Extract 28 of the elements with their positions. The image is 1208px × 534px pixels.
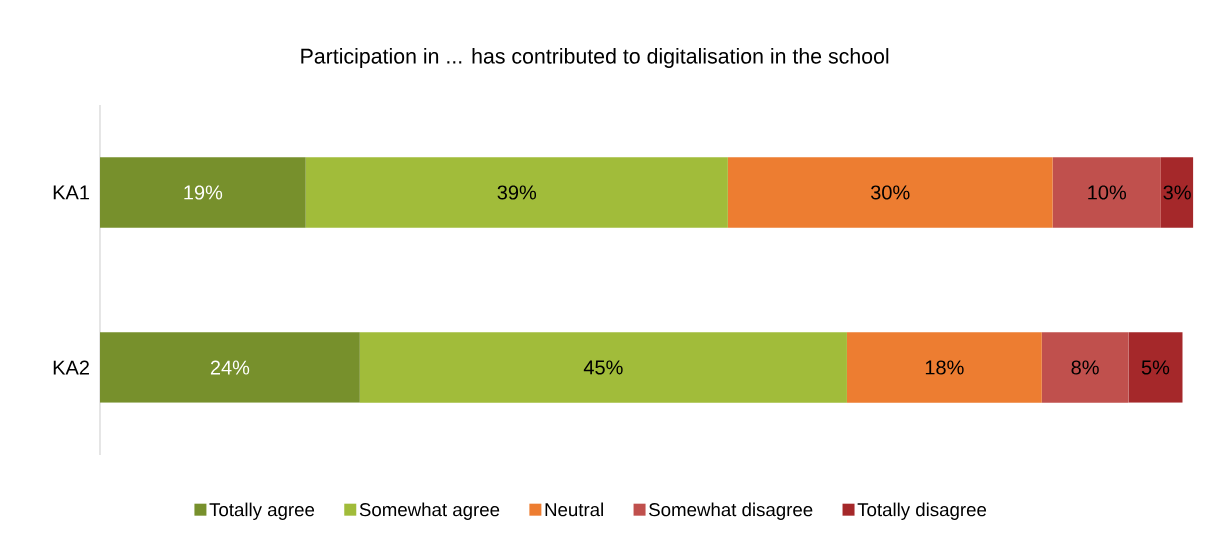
data-label: 8% — [1071, 360, 1099, 375]
legend-label: Totally agree — [209, 502, 315, 520]
data-label: 24% — [210, 360, 250, 375]
data-label: 5% — [1141, 360, 1170, 375]
data-label: 19% — [184, 185, 223, 200]
bar — [1128, 332, 1183, 403]
data-label: 39% — [497, 185, 537, 200]
bar — [305, 157, 728, 228]
legend-label: Totally disagree — [857, 502, 987, 520]
bar — [846, 332, 1042, 403]
legend-label: Somewhat disagree — [649, 502, 813, 520]
data-label: 18% — [925, 360, 964, 375]
data-label: 3% — [1163, 185, 1191, 200]
bar — [100, 157, 306, 228]
data-label: 30% — [870, 185, 910, 200]
legend-label: Neutral — [545, 502, 603, 517]
bar — [1160, 157, 1194, 228]
y-tick-label: KA1 — [53, 185, 89, 200]
y-tick-label: KA2 — [53, 360, 89, 375]
data-label: 45% — [583, 360, 623, 375]
bar — [1041, 332, 1129, 403]
data-label: 10% — [1088, 185, 1127, 200]
bar — [1052, 157, 1161, 228]
legend-label: Somewhat agree — [359, 502, 500, 520]
bar — [727, 157, 1053, 228]
bar — [100, 332, 360, 403]
chart-title: Participation in ... has contributed to digitalisation in the school — [301, 48, 889, 68]
bar — [359, 332, 847, 403]
